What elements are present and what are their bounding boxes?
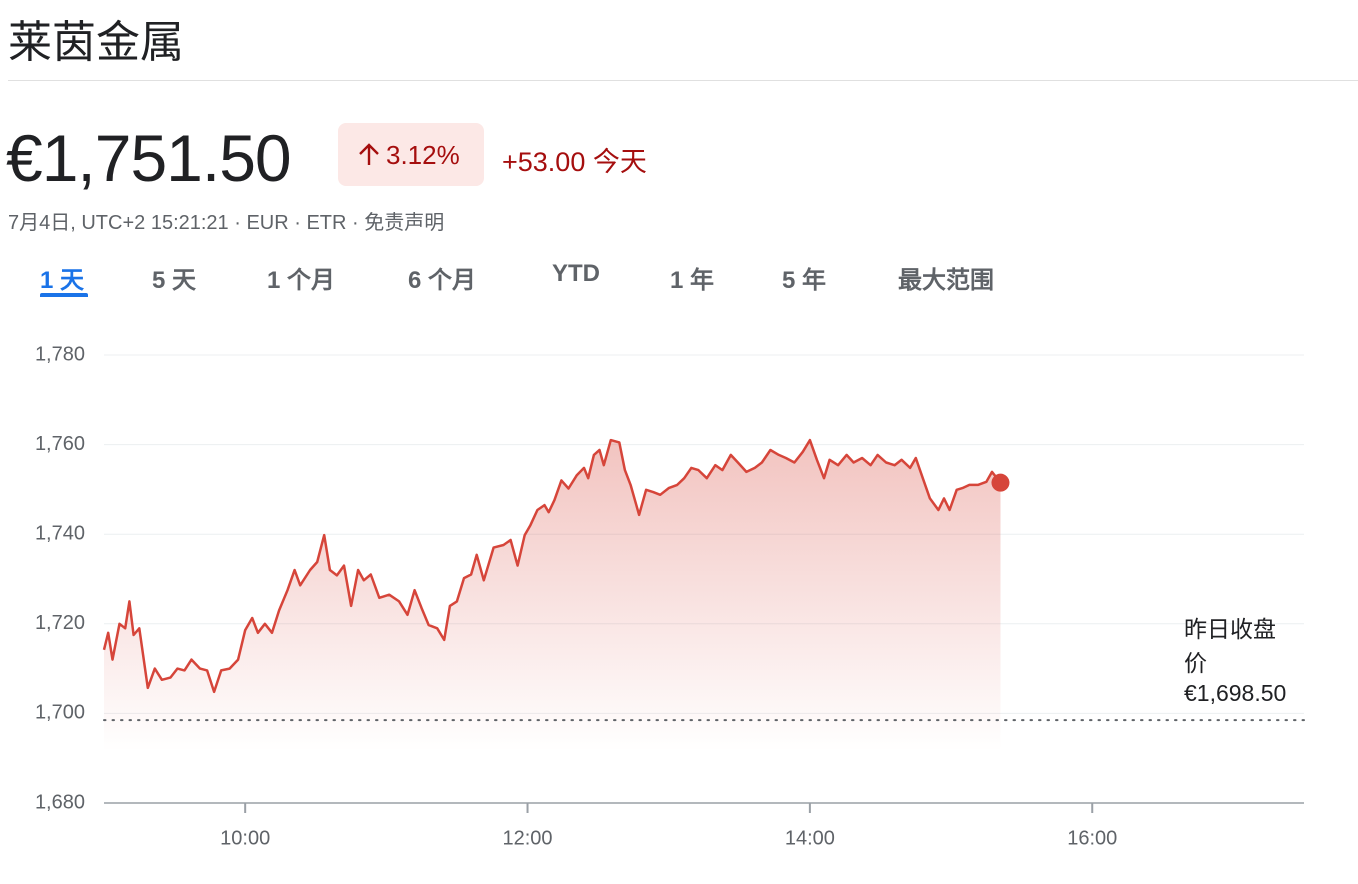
change-absolute: +53.00 今天 xyxy=(502,140,647,179)
range-tab[interactable]: 最大范围 xyxy=(898,267,994,294)
price: €1,751.50 xyxy=(6,121,292,195)
divider xyxy=(8,80,1358,81)
y-tick-label: 1,680 xyxy=(35,791,85,813)
y-tick-label: 1,740 xyxy=(35,522,85,544)
stock-title: 莱茵金属 xyxy=(8,18,184,67)
meta-info: 7月4日, UTC+2 15:21:21 · EUR · ETR · 免责声明 xyxy=(8,212,445,234)
price-line xyxy=(102,438,1002,694)
y-tick-label: 1,760 xyxy=(35,433,85,455)
last-point xyxy=(991,473,1010,492)
reference-value: €1,698.50 xyxy=(1184,680,1287,706)
change-period: 今天 xyxy=(592,147,647,177)
y-tick-label: 1,700 xyxy=(35,702,85,724)
change-percent: 3.12% xyxy=(386,140,460,170)
change-badge: 3.12% xyxy=(338,123,484,186)
range-tab[interactable]: 6 个月 xyxy=(408,267,477,294)
area xyxy=(104,440,1001,751)
range-tab[interactable]: 5 天 xyxy=(152,267,197,294)
x-tick-label: 16:00 xyxy=(1067,827,1117,849)
tab-underline xyxy=(40,293,88,297)
range-tab[interactable]: 5 年 xyxy=(782,267,827,294)
change-value: +53.00 xyxy=(502,147,586,177)
range-tab[interactable]: 1 个月 xyxy=(267,267,336,294)
up-arrow xyxy=(359,143,379,165)
range-tab[interactable]: 1 年 xyxy=(670,267,715,294)
x-tick-label: 12:00 xyxy=(502,827,552,849)
reference-label: 昨日收盘价 xyxy=(1184,616,1276,676)
x-tick-label: 14:00 xyxy=(785,827,835,849)
range-tab[interactable]: YTD xyxy=(552,260,600,287)
x-tick-label: 10:00 xyxy=(220,827,270,849)
y-tick-label: 1,720 xyxy=(35,612,85,634)
y-tick-label: 1,780 xyxy=(35,343,85,365)
range-tab[interactable]: 1 天 xyxy=(40,267,85,294)
